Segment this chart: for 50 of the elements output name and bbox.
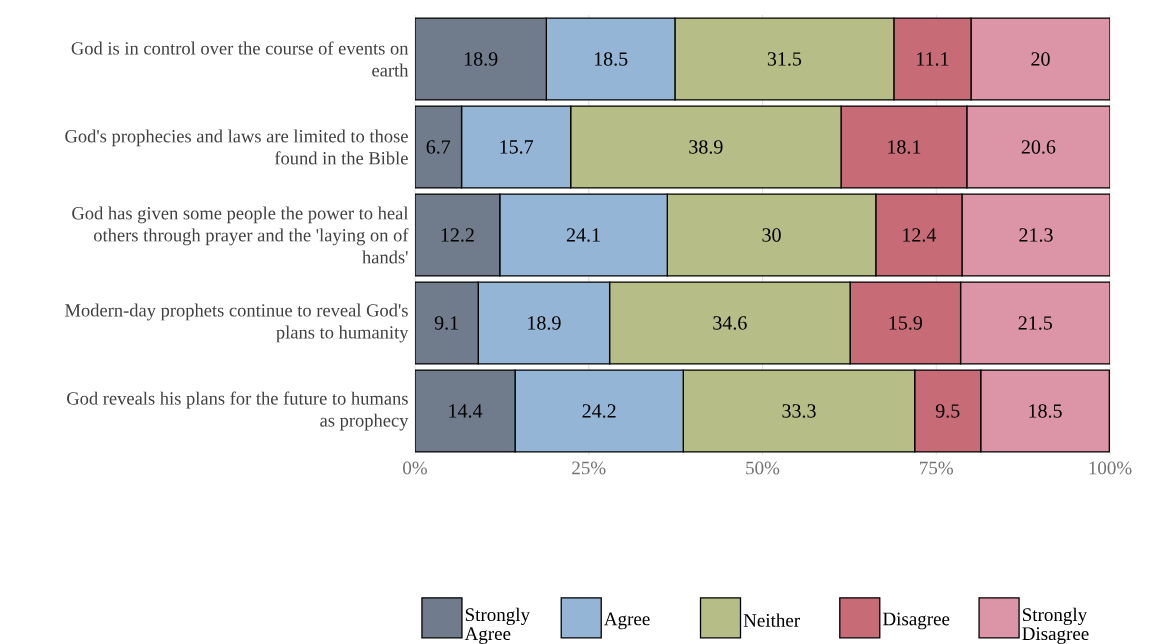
data-label: 9.1 bbox=[434, 316, 458, 330]
data-label: 20 bbox=[1031, 52, 1050, 66]
data-label: 15.7 bbox=[500, 140, 534, 154]
data-label: 24.2 bbox=[582, 404, 616, 418]
data-label: 24.1 bbox=[566, 228, 600, 242]
data-label: 12.2 bbox=[441, 228, 474, 242]
bar bbox=[966, 105, 1111, 189]
data-label: 33.3 bbox=[782, 404, 816, 418]
bar bbox=[415, 281, 479, 365]
bar bbox=[959, 281, 1111, 365]
data-label: 14.4 bbox=[449, 404, 483, 418]
y-tick-label: God has given some people the power to heal others through prayer and the 'laying on of hands' bbox=[72, 206, 409, 264]
legend-label: Strongly Agree bbox=[464, 607, 530, 644]
bar bbox=[415, 193, 501, 277]
bar bbox=[961, 193, 1111, 277]
y-tick-label: God is in control over the course of events on earth bbox=[71, 41, 409, 77]
x-tick-label: 0% bbox=[403, 461, 428, 475]
data-label: 21.5 bbox=[1018, 316, 1053, 330]
bar bbox=[415, 105, 463, 189]
data-label: 18.5 bbox=[1029, 404, 1062, 418]
bar bbox=[415, 369, 516, 453]
data-label: 9.5 bbox=[935, 404, 960, 418]
data-label: 21.3 bbox=[1019, 228, 1053, 242]
data-label: 30 bbox=[762, 228, 781, 242]
y-tick-label: Modern-day prophets continue to reveal God's plans to humanity bbox=[65, 303, 409, 343]
legend-label: Disagree bbox=[882, 612, 950, 630]
legend-label: Neither bbox=[743, 613, 800, 627]
data-label: 34.6 bbox=[713, 316, 747, 330]
data-label: 12.4 bbox=[903, 228, 937, 242]
data-label: 18.9 bbox=[528, 316, 561, 330]
data-label: 15.9 bbox=[889, 316, 923, 330]
y-tick-label: God reveals his plans for the future to humans as prophecy bbox=[67, 391, 409, 431]
y-tick-label: God's prophecies and laws are limited to those found in the Bible bbox=[65, 129, 408, 165]
legend-label: Strongly Disagree bbox=[1022, 607, 1089, 644]
data-label: 38.9 bbox=[689, 140, 723, 154]
data-label: 31.5 bbox=[767, 52, 802, 66]
data-label: 20.6 bbox=[1021, 140, 1056, 154]
data-label: 11.1 bbox=[917, 52, 949, 66]
bar bbox=[970, 17, 1111, 101]
bar bbox=[415, 17, 548, 101]
data-label: 6.7 bbox=[426, 140, 451, 154]
legend-label: Agree bbox=[604, 612, 650, 630]
x-tick-label: 50% bbox=[746, 461, 780, 475]
data-label: 18.5 bbox=[594, 52, 628, 66]
data-label: 18.9 bbox=[464, 52, 498, 66]
x-tick-label: 75% bbox=[920, 461, 954, 475]
data-label: 18.1 bbox=[888, 140, 921, 154]
x-tick-label: 100% bbox=[1089, 461, 1132, 475]
bar bbox=[980, 369, 1110, 453]
x-tick-label: 25% bbox=[572, 461, 606, 475]
